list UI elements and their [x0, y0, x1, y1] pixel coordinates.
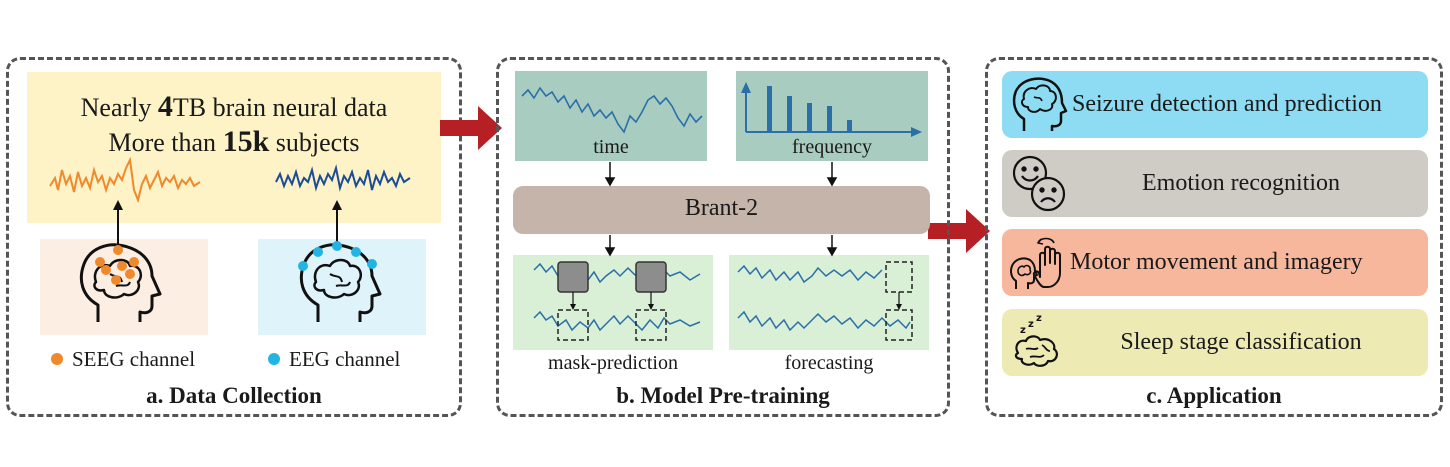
frequency-label: frequency [792, 136, 872, 158]
time-input-box [515, 71, 707, 161]
seeg-up-arrow-head [113, 200, 123, 210]
freq-bar [847, 120, 852, 132]
time-signal-trace [521, 86, 703, 134]
forecasting-illustration [737, 261, 913, 341]
application-panel [985, 57, 1443, 417]
stats-line-data: Nearly 4TB brain neural data [80, 90, 388, 123]
app-label-sleep: Sleep stage classification [1120, 329, 1362, 355]
time-label: time [593, 136, 629, 158]
data-collection-caption: a. Data Collection [146, 383, 322, 408]
svg-text:z: z [1020, 325, 1026, 336]
frequency-spectrum-chart [741, 82, 922, 137]
flow-arrow-b-to-c [928, 209, 990, 253]
pretraining-graphics [521, 82, 922, 341]
seeg-recording-bg [40, 239, 208, 335]
seeg-legend-dot [51, 353, 63, 365]
mask-prediction-illustration [533, 261, 701, 341]
freq-bar [807, 103, 812, 132]
freq-x-axis-head [911, 127, 922, 137]
data-collection-graphics [49, 156, 411, 365]
app-label-seizure: Seizure detection and prediction [1072, 91, 1382, 117]
mask-prediction-label: mask-prediction [548, 352, 678, 374]
eeg-head-icon [299, 243, 382, 322]
eeg-legend-label: EEG channel [289, 347, 401, 371]
seeg-signal-trace [49, 156, 201, 204]
application-caption: c. Application [1146, 383, 1282, 408]
flow-arrow-a-to-b [440, 106, 502, 150]
reconstructed-trace [533, 310, 701, 332]
eeg-recording-bg [258, 239, 426, 335]
svg-text:z: z [1036, 313, 1042, 324]
head-brain-icon [1012, 77, 1068, 131]
app-item-motor: Motor movement and imagery [1002, 229, 1428, 296]
freq-y-axis-head [741, 82, 751, 93]
app-item-seizure: Seizure detection and prediction [1002, 71, 1428, 138]
hand-brain-icon [1010, 237, 1061, 289]
stats-box: Nearly 4TB brain neural data More than 1… [27, 72, 441, 223]
flow-small-arrows [604, 162, 838, 257]
brant2-model-box [513, 186, 930, 234]
seeg-electrodes [95, 245, 139, 285]
eeg-up-arrow-head [332, 200, 342, 210]
eeg-signal-trace [275, 164, 411, 192]
history-trace [737, 264, 883, 284]
freq-bar [767, 86, 772, 132]
forecasting-box [729, 255, 929, 350]
model-pretraining-caption: b. Model Pre-training [616, 383, 830, 408]
data-collection-panel [6, 57, 462, 417]
forecast-region [885, 309, 913, 341]
brant2-label: Brant-2 [684, 195, 759, 221]
freq-bar [827, 106, 832, 132]
app-label-motor: Motor movement and imagery [1070, 249, 1363, 275]
app-label-emotion: Emotion recognition [1142, 170, 1340, 196]
eeg-legend-dot [268, 353, 280, 365]
svg-text:z: z [1028, 319, 1034, 330]
reconstructed-region [557, 309, 589, 341]
model-pretraining-panel [496, 57, 950, 417]
emotion-faces-icon [1012, 155, 1066, 212]
forecast-trace [737, 310, 911, 332]
freq-bar [787, 96, 792, 132]
sleeping-brain-icon: zzz [1014, 313, 1058, 367]
eeg-electrodes [298, 241, 377, 271]
stats-line-subjects: More than 15k subjects [108, 125, 360, 158]
app-item-emotion: Emotion recognition [1002, 150, 1428, 217]
mask-token [557, 261, 589, 293]
forecasting-label: forecasting [784, 352, 874, 374]
seeg-legend-label: SEEG channel [72, 347, 196, 371]
reconstructed-region [635, 309, 667, 341]
forecast-window [885, 261, 913, 293]
mask-token [635, 261, 667, 293]
